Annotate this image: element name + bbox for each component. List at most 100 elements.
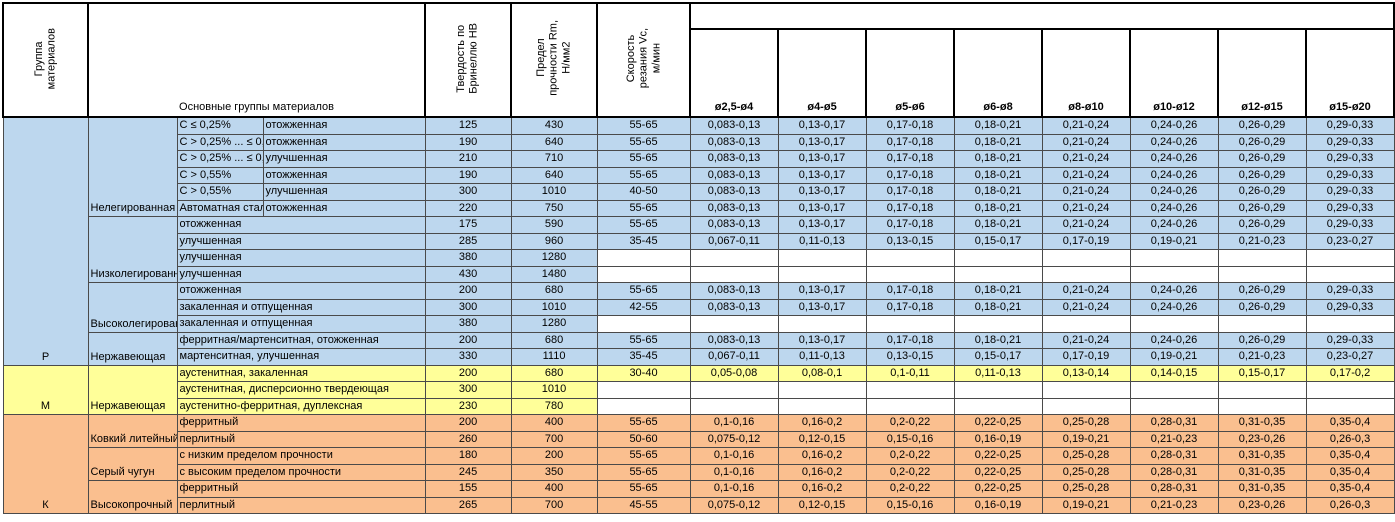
spec-cell: ферритный: [176, 414, 426, 432]
feed-cell: 0,17-0,18: [865, 166, 955, 184]
spec-cell: аустенитная, закаленная: [176, 364, 426, 382]
strength-cell: 680: [510, 364, 598, 382]
feed-cell: 0,17-0,18: [865, 331, 955, 349]
header-group-col-label: Группа материалов: [32, 27, 58, 89]
speed-cell: [596, 381, 691, 399]
speed-cell: 55-65: [596, 331, 691, 349]
spec-state-cell: отожженная: [262, 199, 426, 217]
speed-cell: 55-65: [596, 216, 691, 234]
feed-cell: 0,08-0,1: [777, 364, 867, 382]
hardness-cell: 265: [424, 496, 512, 514]
header-hardness-col: Твердость по Бринеллю HB: [424, 2, 513, 118]
hardness-cell: 260: [424, 430, 512, 448]
feed-cell: 0,26-0,29: [1217, 166, 1307, 184]
material-row: улучшенная 430 1480: [3, 265, 1395, 283]
feed-cell: 0,17-0,19: [1041, 348, 1131, 366]
feed-cell: 0,067-0,11: [689, 348, 779, 366]
feed-cell: 0,083-0,13: [689, 282, 779, 300]
feed-cell: 0,2-0,22: [865, 414, 955, 432]
feed-cell: 0,13-0,17: [777, 282, 867, 300]
strength-cell: 1280: [510, 315, 598, 333]
feed-cell: 0,29-0,33: [1305, 150, 1395, 168]
feed-cell: [953, 397, 1043, 415]
feed-cell: 0,21-0,24: [1041, 199, 1131, 217]
feed-cell: 0,15-0,16: [865, 430, 955, 448]
material-row: закаленная и отпущенная 380 1280: [3, 315, 1395, 333]
spec-state-cell: отожженная: [262, 166, 426, 184]
feed-cell: 0,29-0,33: [1305, 216, 1395, 234]
group-letter-cell: М: [2, 364, 89, 415]
feed-cell: [689, 315, 779, 333]
subgroup-name-cell: Нержавеющая: [87, 364, 178, 415]
feed-cell: 0,25-0,28: [1041, 463, 1131, 481]
material-row: C > 0,25% ... ≤ 0,55%улучшенная21071055-…: [3, 150, 1395, 168]
feed-cell: [1041, 315, 1131, 333]
feed-cell: [953, 315, 1043, 333]
feed-cell: 0,14-0,15: [1129, 364, 1219, 382]
feed-cell: 0,35-0,4: [1305, 480, 1395, 498]
feed-cell: 0,21-0,23: [1217, 232, 1307, 250]
table-header: Группа материалов Основные группы матери…: [2, 2, 1395, 118]
feed-cell: 0,17-0,18: [865, 199, 955, 217]
speed-cell: 45-55: [596, 496, 691, 514]
feed-cell: 0,17-0,2: [1305, 364, 1395, 382]
diameter-col-header: ø6-ø8: [953, 28, 1044, 118]
feed-cell: 0,24-0,26: [1129, 298, 1219, 316]
material-row: Р Нелегированная C ≤ 0,25% отожженная 125 430…: [2, 116, 1395, 366]
spec-cell: закаленная и отпущенная: [176, 298, 426, 316]
feed-cell: 0,21-0,24: [1041, 116, 1131, 135]
feed-cell: [777, 249, 867, 267]
speed-cell: 55-65: [596, 116, 691, 135]
feed-cell: 0,13-0,17: [777, 166, 867, 184]
strength-cell: 200: [510, 447, 598, 465]
feed-cell: 0,13-0,17: [777, 331, 867, 349]
hardness-cell: 155: [424, 480, 512, 498]
feed-cell: 0,15-0,17: [953, 232, 1043, 250]
strength-cell: 680: [510, 331, 598, 349]
spec-cell: аустенитная, дисперсионно твердеющая: [176, 381, 426, 399]
subgroup-name-cell: Низколегированная: [87, 216, 178, 283]
spec-carbon-cell: C > 0,55%: [176, 166, 264, 184]
feed-cell: [1217, 381, 1307, 399]
spec-cell: улучшенная: [176, 249, 426, 267]
feed-cell: 0,29-0,33: [1305, 199, 1395, 217]
feed-cell: 0,21-0,24: [1041, 166, 1131, 184]
feed-cell: 0,26-0,29: [1217, 116, 1307, 135]
hardness-cell: 190: [424, 166, 512, 184]
hardness-cell: 175: [424, 216, 512, 234]
speed-cell: 40-50: [596, 183, 691, 201]
speed-cell: [596, 397, 691, 415]
feed-cell: 0,31-0,35: [1217, 463, 1307, 481]
strength-cell: 350: [510, 463, 598, 481]
feed-cell: 0,35-0,4: [1305, 414, 1395, 432]
speed-cell: 55-65: [596, 199, 691, 217]
speed-cell: 55-65: [596, 463, 691, 481]
spec-cell: аустенитно-ферритная, дуплексная: [176, 397, 426, 415]
material-row: перлитный 265 700 45-55 0,075-0,12 0,12-0,15 0…: [3, 496, 1395, 514]
strength-cell: 1480: [510, 265, 598, 283]
subgroup-name-cell: Ковкий литейный: [87, 414, 178, 448]
hardness-cell: 200: [424, 364, 512, 382]
group-letter-cell: Р: [2, 116, 89, 366]
speed-cell: 55-65: [596, 414, 691, 432]
feed-cell: [865, 249, 955, 267]
material-row: улучшенная 285 960 35-45 0,067-0,11 0,11-0,13…: [3, 232, 1395, 250]
hardness-cell: 300: [424, 183, 512, 201]
feed-cell: 0,35-0,4: [1305, 463, 1395, 481]
feed-cell: 0,21-0,23: [1129, 496, 1219, 514]
feed-cell: 0,15-0,17: [953, 348, 1043, 366]
strength-cell: 400: [510, 414, 598, 432]
diameter-col-header: ø8-ø10: [1041, 28, 1132, 118]
feed-cell: [865, 381, 955, 399]
feed-cell: 0,1-0,16: [689, 480, 779, 498]
feed-cell: [777, 265, 867, 283]
feed-cell: [1129, 381, 1219, 399]
material-row: мартенситная, улучшенная 330 1110 35-45 0,06…: [3, 348, 1395, 366]
speed-cell: [596, 249, 691, 267]
feed-cell: 0,13-0,17: [777, 150, 867, 168]
feed-cell: 0,21-0,24: [1041, 150, 1131, 168]
strength-cell: 1010: [510, 183, 598, 201]
feed-cell: [689, 397, 779, 415]
speed-cell: 35-45: [596, 348, 691, 366]
feed-cell: [777, 315, 867, 333]
